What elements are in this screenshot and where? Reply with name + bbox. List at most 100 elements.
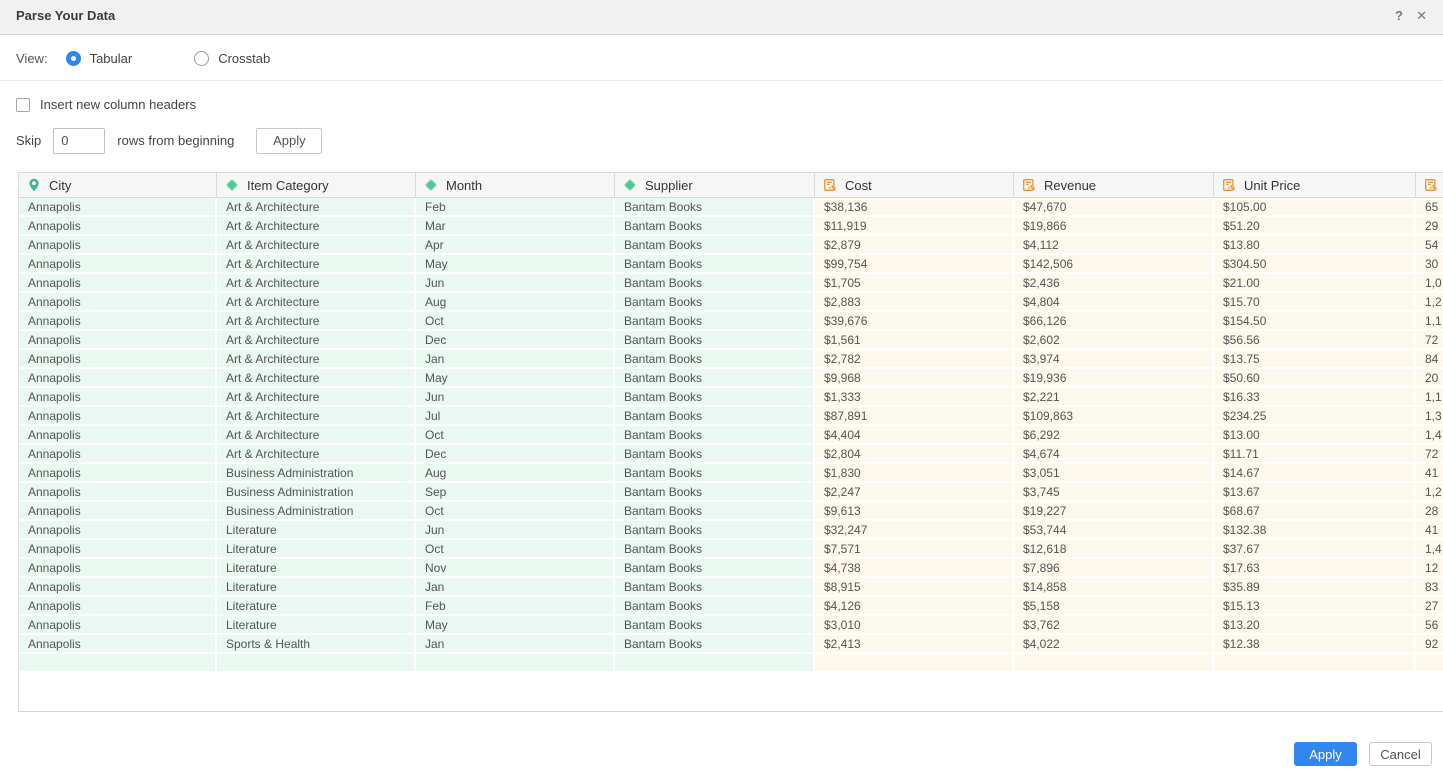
- table-cell[interactable]: Oct: [416, 540, 615, 559]
- table-cell[interactable]: Annapolis: [19, 578, 217, 597]
- table-cell[interactable]: Bantam Books: [615, 559, 815, 578]
- table-cell[interactable]: Business Administration: [217, 502, 416, 521]
- table-cell[interactable]: $1,705: [815, 274, 1014, 293]
- table-cell[interactable]: $3,762: [1014, 616, 1214, 635]
- table-cell[interactable]: $3,974: [1014, 350, 1214, 369]
- table-cell[interactable]: $132.38: [1214, 521, 1416, 540]
- table-cell[interactable]: $39,676: [815, 312, 1014, 331]
- table-cell[interactable]: $12.38: [1214, 635, 1416, 654]
- table-cell[interactable]: Oct: [416, 502, 615, 521]
- table-cell[interactable]: Annapolis: [19, 217, 217, 236]
- radio-crosstab[interactable]: Crosstab: [194, 50, 270, 66]
- table-cell[interactable]: $9,613: [815, 502, 1014, 521]
- table-cell[interactable]: $14.67: [1214, 464, 1416, 483]
- table-cell[interactable]: Bantam Books: [615, 616, 815, 635]
- table-cell[interactable]: $2,436: [1014, 274, 1214, 293]
- table-cell[interactable]: Bantam Books: [615, 483, 815, 502]
- table-cell[interactable]: Dec: [416, 445, 615, 464]
- table-cell[interactable]: Annapolis: [19, 198, 217, 217]
- table-cell[interactable]: $13.67: [1214, 483, 1416, 502]
- table-cell[interactable]: Literature: [217, 540, 416, 559]
- table-cell[interactable]: Bantam Books: [615, 274, 815, 293]
- table-cell[interactable]: Art & Architecture: [217, 255, 416, 274]
- column-header-unit-price[interactable]: Unit Price: [1214, 172, 1416, 198]
- column-header-clipped[interactable]: [1416, 172, 1443, 198]
- table-cell[interactable]: $304.50: [1214, 255, 1416, 274]
- table-cell[interactable]: Annapolis: [19, 236, 217, 255]
- table-cell[interactable]: $5,158: [1014, 597, 1214, 616]
- table-cell[interactable]: $234.25: [1214, 407, 1416, 426]
- table-cell[interactable]: Bantam Books: [615, 312, 815, 331]
- table-cell[interactable]: Annapolis: [19, 540, 217, 559]
- table-cell[interactable]: $109,863: [1014, 407, 1214, 426]
- table-cell[interactable]: Annapolis: [19, 483, 217, 502]
- table-cell[interactable]: $1,561: [815, 331, 1014, 350]
- table-cell[interactable]: Annapolis: [19, 464, 217, 483]
- column-header-item-category[interactable]: Item Category: [217, 172, 416, 198]
- table-cell[interactable]: $4,112: [1014, 236, 1214, 255]
- table-cell[interactable]: Annapolis: [19, 255, 217, 274]
- table-cell[interactable]: $1,333: [815, 388, 1014, 407]
- table-cell[interactable]: Jan: [416, 635, 615, 654]
- table-cell[interactable]: Literature: [217, 521, 416, 540]
- table-cell[interactable]: $19,227: [1014, 502, 1214, 521]
- table-cell[interactable]: Literature: [217, 559, 416, 578]
- table-cell[interactable]: $19,866: [1014, 217, 1214, 236]
- table-cell[interactable]: Oct: [416, 312, 615, 331]
- table-cell[interactable]: $105.00: [1214, 198, 1416, 217]
- table-cell[interactable]: $51.20: [1214, 217, 1416, 236]
- close-icon[interactable]: ✕: [1416, 8, 1427, 23]
- table-cell[interactable]: Art & Architecture: [217, 274, 416, 293]
- table-cell[interactable]: Art & Architecture: [217, 293, 416, 312]
- table-cell[interactable]: Annapolis: [19, 407, 217, 426]
- apply-button[interactable]: Apply: [1294, 742, 1357, 766]
- table-cell[interactable]: $11,919: [815, 217, 1014, 236]
- table-cell[interactable]: Art & Architecture: [217, 312, 416, 331]
- table-cell[interactable]: $2,413: [815, 635, 1014, 654]
- table-cell[interactable]: $9,968: [815, 369, 1014, 388]
- table-cell[interactable]: $2,782: [815, 350, 1014, 369]
- table-cell[interactable]: 20: [1416, 369, 1443, 388]
- table-cell[interactable]: Annapolis: [19, 445, 217, 464]
- table-cell[interactable]: Art & Architecture: [217, 217, 416, 236]
- table-cell[interactable]: $15.13: [1214, 597, 1416, 616]
- column-header-supplier[interactable]: Supplier: [615, 172, 815, 198]
- table-cell[interactable]: $4,126: [815, 597, 1014, 616]
- table-cell[interactable]: $2,602: [1014, 331, 1214, 350]
- table-cell[interactable]: Business Administration: [217, 483, 416, 502]
- table-cell[interactable]: 30: [1416, 255, 1443, 274]
- table-cell[interactable]: Annapolis: [19, 293, 217, 312]
- table-cell[interactable]: Annapolis: [19, 388, 217, 407]
- table-cell[interactable]: 1,1: [1416, 312, 1443, 331]
- table-cell[interactable]: Bantam Books: [615, 426, 815, 445]
- table-cell[interactable]: 72: [1416, 445, 1443, 464]
- table-cell[interactable]: $7,896: [1014, 559, 1214, 578]
- table-cell[interactable]: $2,247: [815, 483, 1014, 502]
- table-cell[interactable]: Bantam Books: [615, 350, 815, 369]
- table-cell[interactable]: $154.50: [1214, 312, 1416, 331]
- table-cell[interactable]: 1,2: [1416, 483, 1443, 502]
- table-cell[interactable]: Bantam Books: [615, 388, 815, 407]
- table-cell[interactable]: Jun: [416, 274, 615, 293]
- table-cell[interactable]: $66,126: [1014, 312, 1214, 331]
- table-cell[interactable]: Mar: [416, 217, 615, 236]
- table-cell[interactable]: $19,936: [1014, 369, 1214, 388]
- table-cell[interactable]: Bantam Books: [615, 502, 815, 521]
- table-cell[interactable]: Sep: [416, 483, 615, 502]
- table-cell[interactable]: $2,221: [1014, 388, 1214, 407]
- table-cell[interactable]: Jan: [416, 578, 615, 597]
- column-header-month[interactable]: Month: [416, 172, 615, 198]
- table-cell[interactable]: 1,3: [1416, 407, 1443, 426]
- table-cell[interactable]: $56.56: [1214, 331, 1416, 350]
- table-cell[interactable]: Jan: [416, 350, 615, 369]
- table-cell[interactable]: 28: [1416, 502, 1443, 521]
- table-cell[interactable]: Feb: [416, 597, 615, 616]
- table-cell[interactable]: Bantam Books: [615, 236, 815, 255]
- table-cell[interactable]: Aug: [416, 293, 615, 312]
- table-cell[interactable]: Annapolis: [19, 274, 217, 293]
- table-cell[interactable]: Bantam Books: [615, 578, 815, 597]
- table-cell[interactable]: Literature: [217, 578, 416, 597]
- table-cell[interactable]: $8,915: [815, 578, 1014, 597]
- table-cell[interactable]: 84: [1416, 350, 1443, 369]
- table-cell[interactable]: $21.00: [1214, 274, 1416, 293]
